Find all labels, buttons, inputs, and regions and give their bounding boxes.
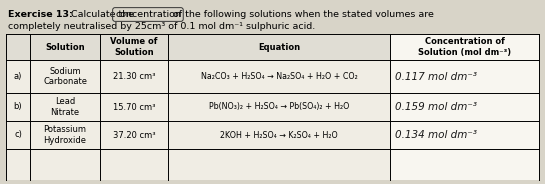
Polygon shape — [6, 34, 539, 180]
Text: 15.70 cm³: 15.70 cm³ — [113, 102, 155, 112]
Text: Exercise 13:: Exercise 13: — [8, 10, 72, 19]
Text: 37.20 cm³: 37.20 cm³ — [113, 130, 155, 139]
Text: 0.117 mol dm⁻³: 0.117 mol dm⁻³ — [395, 72, 477, 82]
Text: b): b) — [14, 102, 22, 112]
Text: of the following solutions when the stated volumes are: of the following solutions when the stat… — [170, 10, 434, 19]
Polygon shape — [6, 34, 539, 60]
Text: Lead
Nitrate: Lead Nitrate — [51, 97, 80, 117]
Text: Na₂CO₃ + H₂SO₄ → Na₂SO₄ + H₂O + CO₂: Na₂CO₃ + H₂SO₄ → Na₂SO₄ + H₂O + CO₂ — [201, 72, 358, 81]
Text: 0.159 mol dm⁻³: 0.159 mol dm⁻³ — [395, 102, 477, 112]
Text: a): a) — [14, 72, 22, 81]
Text: Calculate the: Calculate the — [68, 10, 137, 19]
Text: completely neutralised by 25cm³ of 0.1 mol dm⁻¹ sulphuric acid.: completely neutralised by 25cm³ of 0.1 m… — [8, 22, 315, 31]
Text: Volume of
Solution: Volume of Solution — [110, 37, 158, 57]
Polygon shape — [390, 34, 539, 180]
Text: Sodium
Carbonate: Sodium Carbonate — [43, 67, 87, 86]
Text: concentration: concentration — [115, 10, 181, 19]
Text: Concentration of
Solution (mol dm⁻³): Concentration of Solution (mol dm⁻³) — [418, 37, 511, 57]
Text: Pb(NO₃)₂ + H₂SO₄ → Pb(SO₄)₂ + H₂O: Pb(NO₃)₂ + H₂SO₄ → Pb(SO₄)₂ + H₂O — [209, 102, 349, 112]
Text: 21.30 cm³: 21.30 cm³ — [113, 72, 155, 81]
Text: Potassium
Hydroxide: Potassium Hydroxide — [44, 125, 87, 145]
Text: 0.134 mol dm⁻³: 0.134 mol dm⁻³ — [395, 130, 477, 140]
Text: Solution: Solution — [45, 43, 85, 52]
Text: c): c) — [14, 130, 22, 139]
Text: 2KOH + H₂SO₄ → K₂SO₄ + H₂O: 2KOH + H₂SO₄ → K₂SO₄ + H₂O — [220, 130, 338, 139]
Text: Equation: Equation — [258, 43, 300, 52]
